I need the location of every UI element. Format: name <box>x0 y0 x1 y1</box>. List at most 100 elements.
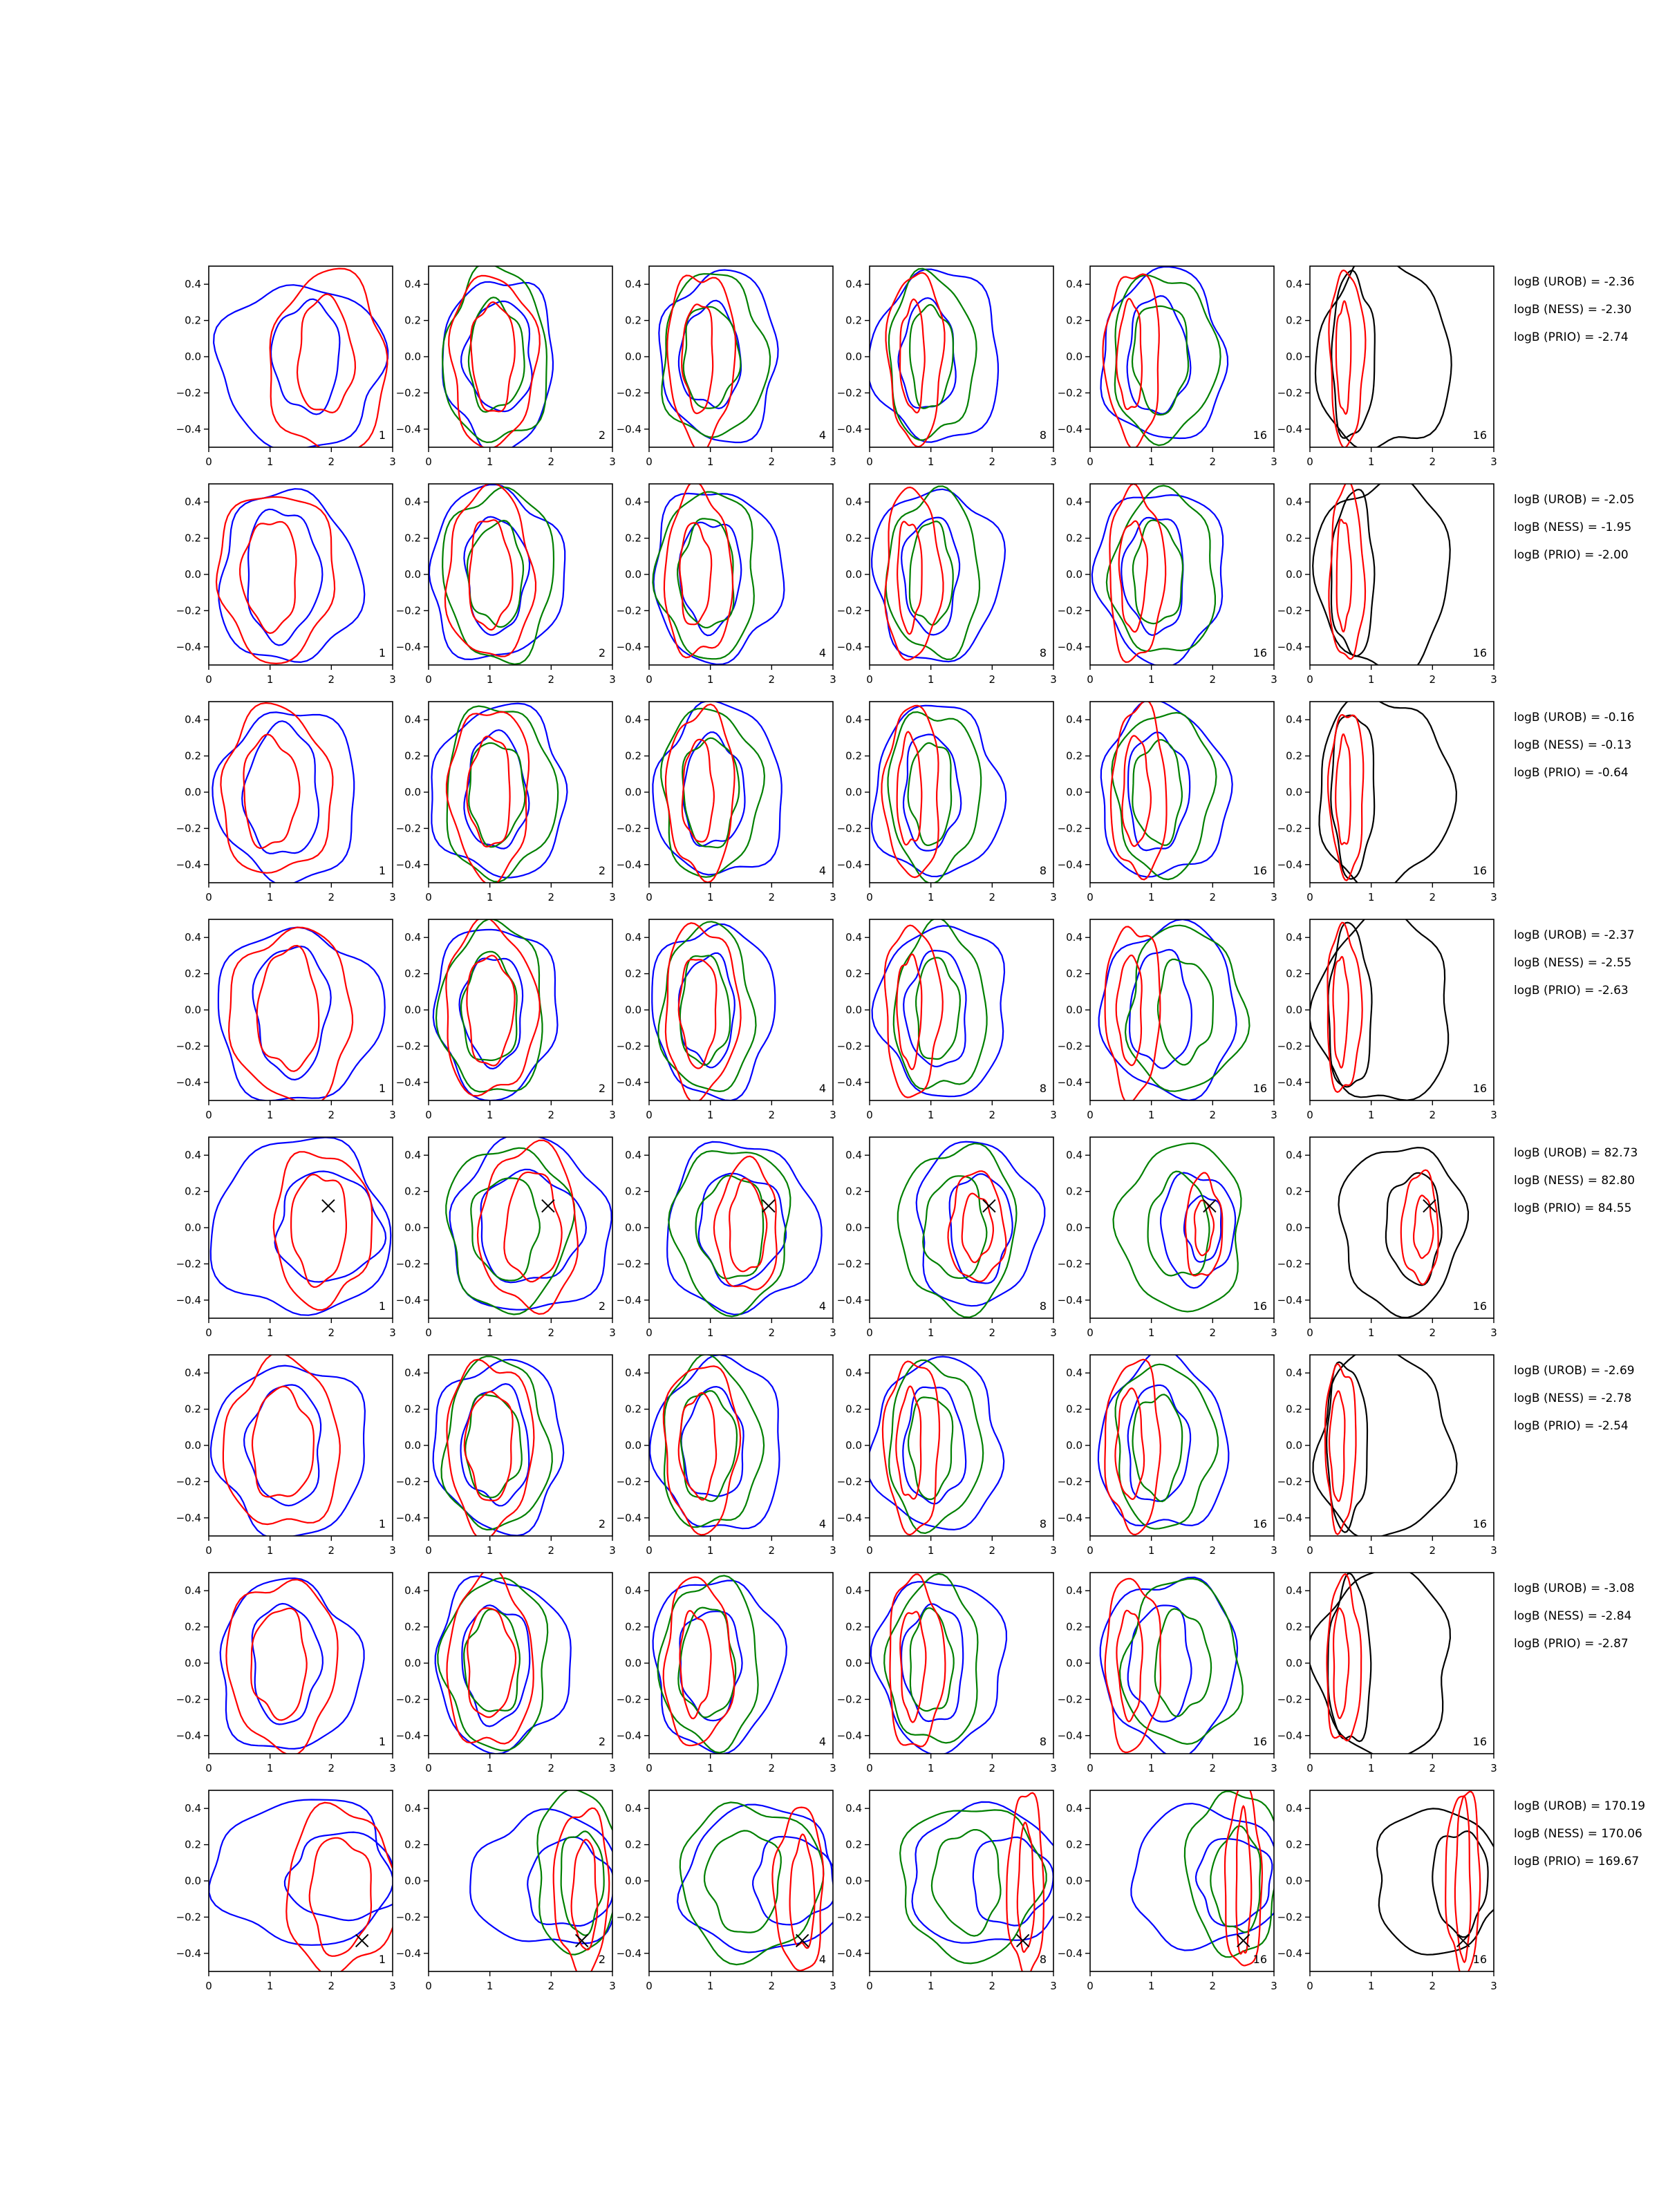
y-tick-label: −0.2 <box>176 604 201 617</box>
x-tick-label: 1 <box>1368 1980 1375 1992</box>
y-tick-label: 0.2 <box>185 750 201 762</box>
x-tick-label: 1 <box>707 1109 714 1121</box>
x-tick-label: 2 <box>989 673 996 686</box>
y-tick-label: 0.2 <box>1066 968 1082 980</box>
contour-black-2 <box>1331 270 1376 439</box>
true-value-marker <box>795 1933 809 1948</box>
contour-red-5 <box>444 484 537 657</box>
x-tick-label: 0 <box>205 1327 212 1339</box>
contour-red-4 <box>308 1837 373 1957</box>
x-tick-label: 1 <box>487 1762 494 1774</box>
y-tick-label: −0.4 <box>1058 1294 1082 1306</box>
contour-group <box>209 1355 366 1536</box>
contour-blue-2 <box>283 1831 393 1922</box>
y-tick-label: −0.2 <box>1058 604 1082 617</box>
panel-r7-c1: 0 1 2 3 −0.4 −0.2 0.0 0.2 0.4 1 <box>176 1572 396 1774</box>
contour-red-3 <box>1326 1573 1362 1742</box>
y-tick-label: 0.4 <box>625 278 641 290</box>
contour-red-6 <box>466 955 516 1067</box>
y-tick-label: −0.2 <box>1277 1475 1302 1488</box>
y-tick-label: 0.2 <box>1286 1403 1302 1416</box>
y-tick-label: −0.4 <box>617 859 641 871</box>
x-tick-label: 2 <box>769 1109 776 1121</box>
contour-red-5 <box>883 924 944 1098</box>
y-tick-label: 0.4 <box>1066 496 1082 508</box>
contour-group <box>870 1573 1008 1754</box>
x-tick-label: 2 <box>769 673 776 686</box>
x-tick-label: 0 <box>205 1109 212 1121</box>
contour-green-3 <box>1112 1142 1242 1313</box>
panel-number-label: 16 <box>1253 646 1267 659</box>
y-tick-label: 0.0 <box>1066 786 1082 798</box>
x-tick-label: 3 <box>1271 1109 1277 1121</box>
y-tick-label: 0.0 <box>1286 786 1302 798</box>
x-tick-label: 3 <box>830 891 836 903</box>
contour-green-4 <box>468 742 526 848</box>
contour-group <box>432 919 559 1100</box>
panel-number-label: 8 <box>1040 646 1047 659</box>
logb-annotation: logB (UROB) = -2.36 <box>1514 275 1635 289</box>
contour-blue-1 <box>469 1808 612 1944</box>
x-tick-label: 1 <box>487 1544 494 1557</box>
panel-r2-c1: 0 1 2 3 −0.4 −0.2 0.0 0.2 0.4 1 <box>176 483 396 686</box>
contour-group <box>666 1141 823 1318</box>
y-tick-label: 0.2 <box>404 968 421 980</box>
x-tick-label: 0 <box>1306 1109 1313 1121</box>
x-tick-label: 2 <box>1430 1980 1436 1992</box>
contour-black-1 <box>1312 484 1451 665</box>
panel-r4-c5: 0 1 2 3 −0.4 −0.2 0.0 0.2 0.4 16 <box>1058 919 1277 1121</box>
y-tick-label: −0.2 <box>1058 386 1082 399</box>
contour-red-3 <box>227 926 354 1100</box>
contour-group <box>445 1137 612 1315</box>
y-tick-label: 0.4 <box>1286 278 1302 290</box>
x-tick-label: 0 <box>1306 1980 1313 1992</box>
y-tick-label: 0.4 <box>185 1367 201 1379</box>
contour-group <box>431 702 568 883</box>
x-tick-label: 0 <box>1306 1327 1313 1339</box>
true-value-marker <box>355 1933 369 1948</box>
panel-number-label: 8 <box>1040 429 1047 442</box>
x-tick-label: 3 <box>389 1327 396 1339</box>
contour-blue-1 <box>653 492 785 665</box>
y-tick-label: 0.2 <box>1066 1185 1082 1198</box>
panel-number-label: 16 <box>1253 864 1267 877</box>
x-tick-label: 0 <box>425 1109 432 1121</box>
y-tick-label: 0.2 <box>845 750 862 762</box>
logb-annotation: logB (NESS) = -2.84 <box>1514 1609 1631 1623</box>
panel-number-label: 16 <box>1253 1953 1267 1966</box>
x-tick-label: 3 <box>1050 1109 1057 1121</box>
contour-blue-1 <box>915 1141 1046 1307</box>
y-tick-label: 0.4 <box>185 931 201 944</box>
x-tick-label: 1 <box>1368 1327 1375 1339</box>
contour-blue-1 <box>870 1356 1005 1531</box>
panel-r5-c3: 0 1 2 3 −0.4 −0.2 0.0 0.2 0.4 4 <box>617 1136 836 1339</box>
logb-annotation: logB (UROB) = -0.16 <box>1514 711 1635 724</box>
x-tick-label: 3 <box>830 673 836 686</box>
y-tick-label: 0.4 <box>625 713 641 726</box>
x-tick-label: 2 <box>1430 891 1436 903</box>
x-tick-label: 2 <box>548 1762 555 1774</box>
x-tick-label: 1 <box>487 1109 494 1121</box>
y-tick-label: −0.4 <box>1058 641 1082 653</box>
contour-blue-1 <box>432 1358 565 1536</box>
contour-green-4 <box>1132 1394 1183 1503</box>
x-tick-label: 1 <box>707 1327 714 1339</box>
y-tick-label: 0.0 <box>185 1657 201 1669</box>
contour-blue-1 <box>1130 1802 1274 1951</box>
contour-group <box>899 1792 1053 1971</box>
y-tick-label: 0.0 <box>1286 1875 1302 1887</box>
x-tick-label: 2 <box>989 456 996 468</box>
panel-r7-c3: 0 1 2 3 −0.4 −0.2 0.0 0.2 0.4 4 <box>617 1572 836 1774</box>
y-tick-label: −0.2 <box>837 1040 862 1052</box>
y-tick-label: 0.4 <box>845 1584 862 1597</box>
contour-red-6 <box>729 1177 768 1273</box>
contour-red-5 <box>881 1360 941 1536</box>
y-tick-label: 0.4 <box>625 1367 641 1379</box>
y-tick-label: 0.0 <box>404 1657 421 1669</box>
y-tick-label: 0.0 <box>185 1004 201 1016</box>
contour-red-6 <box>681 303 714 415</box>
contour-red-5 <box>1104 1358 1161 1536</box>
contour-black-1 <box>1314 266 1452 447</box>
panel-r6-c1: 0 1 2 3 −0.4 −0.2 0.0 0.2 0.4 1 <box>176 1354 396 1557</box>
contour-red-4 <box>1335 733 1351 845</box>
